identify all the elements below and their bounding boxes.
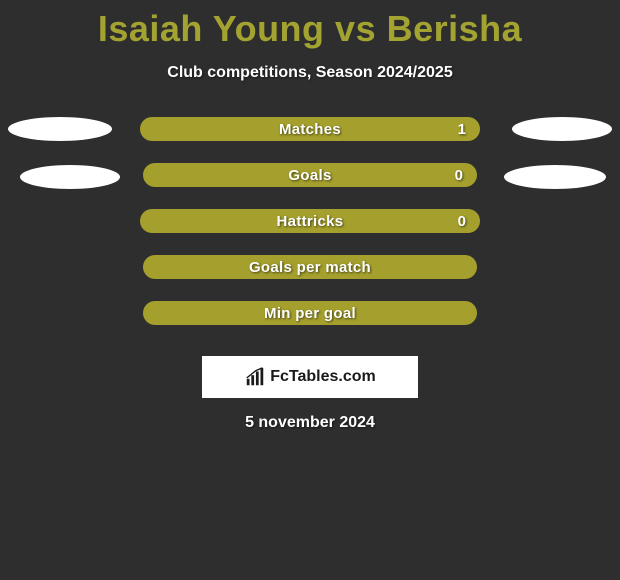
attribution-text: FcTables.com	[270, 368, 376, 386]
chart-icon	[244, 366, 266, 388]
stat-row-matches: Matches 1	[0, 112, 620, 158]
stat-row-hattricks: Hattricks 0	[0, 204, 620, 250]
stat-bar-goals-per-match: Goals per match	[143, 255, 477, 279]
left-marker-ellipse	[20, 165, 120, 189]
stat-value: 0	[455, 167, 463, 184]
right-marker-ellipse	[504, 165, 606, 189]
stat-value: 1	[458, 121, 466, 138]
stat-label: Goals	[288, 167, 331, 184]
date-label: 5 november 2024	[0, 414, 620, 432]
stats-container: Matches 1 Goals 0 Hattricks 0 Goals per …	[0, 112, 620, 342]
stat-label: Matches	[279, 121, 341, 138]
stat-row-goals-per-match: Goals per match	[0, 250, 620, 296]
stat-label: Goals per match	[249, 259, 371, 276]
stat-row-min-per-goal: Min per goal	[0, 296, 620, 342]
right-marker-ellipse	[512, 117, 612, 141]
stat-bar-goals: Goals 0	[143, 163, 477, 187]
stat-bar-hattricks: Hattricks 0	[140, 209, 480, 233]
stat-value: 0	[458, 213, 466, 230]
stat-row-goals: Goals 0	[0, 158, 620, 204]
left-marker-ellipse	[8, 117, 112, 141]
attribution-badge: FcTables.com	[202, 356, 418, 398]
stat-bar-matches: Matches 1	[140, 117, 480, 141]
stat-bar-min-per-goal: Min per goal	[143, 301, 477, 325]
stat-label: Hattricks	[277, 213, 344, 230]
page-title: Isaiah Young vs Berisha	[0, 0, 620, 50]
stat-label: Min per goal	[264, 305, 356, 322]
attribution-inner: FcTables.com	[244, 366, 376, 388]
page-subtitle: Club competitions, Season 2024/2025	[0, 64, 620, 82]
